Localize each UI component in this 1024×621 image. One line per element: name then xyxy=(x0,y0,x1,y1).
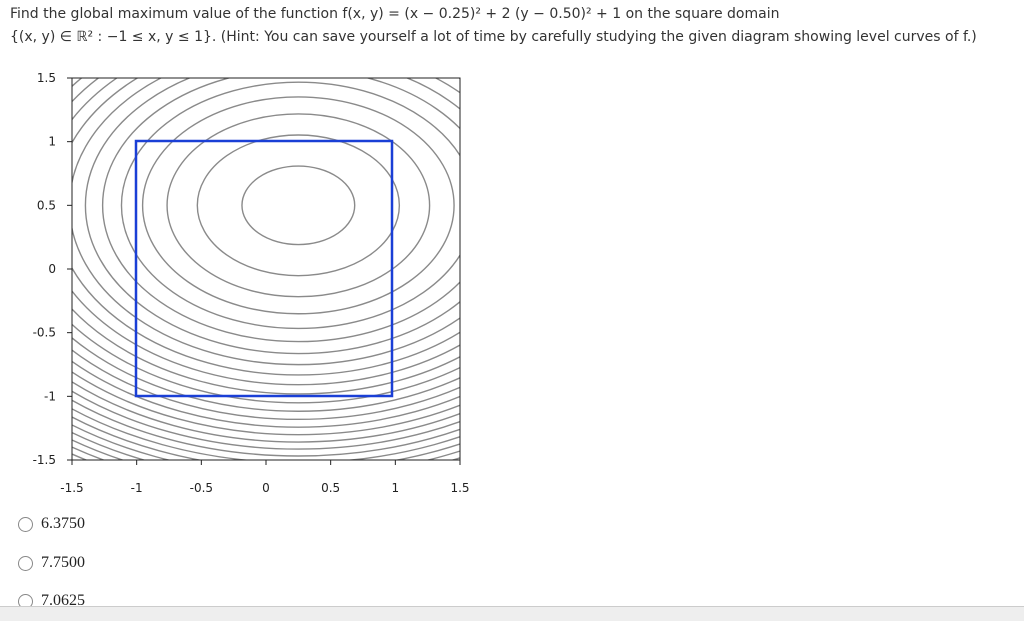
level-curve xyxy=(72,78,460,386)
y-tick-label: -1 xyxy=(44,389,56,403)
level-curve xyxy=(196,134,401,277)
x-tick-label: 1.5 xyxy=(450,481,469,495)
y-tick-label: 0 xyxy=(48,262,56,276)
option-label: 7.7500 xyxy=(41,554,85,571)
level-curve xyxy=(72,408,460,460)
level-curve xyxy=(72,431,460,460)
level-curve xyxy=(72,381,460,443)
level-curve xyxy=(72,390,460,450)
x-tick-label: 1 xyxy=(392,481,400,495)
level-curve xyxy=(241,165,356,246)
y-tick-label: 1.5 xyxy=(37,71,56,85)
level-curve xyxy=(84,78,460,355)
y-tick-label: 1 xyxy=(48,135,56,149)
x-tick-label: -0.5 xyxy=(190,481,213,495)
y-tick-label: 0.5 xyxy=(37,198,56,212)
level-curve xyxy=(72,399,460,457)
level-curve xyxy=(72,78,460,366)
level-curve xyxy=(72,446,106,460)
level-curve xyxy=(72,349,460,420)
x-tick-label: 0 xyxy=(262,481,270,495)
x-tick-label: -1 xyxy=(131,481,143,495)
y-tick-label: -0.5 xyxy=(33,326,56,340)
x-tick-label: -1.5 xyxy=(60,481,83,495)
question-line: {(x, y) ∈ ℝ² : −1 ≤ x, y ≤ 1}. (Hint: Yo… xyxy=(10,29,977,45)
level-curve xyxy=(72,360,460,428)
level-curve xyxy=(0,0,745,510)
level-curve xyxy=(166,113,431,298)
square-domain xyxy=(134,139,394,398)
option-label: 7.0625 xyxy=(41,592,85,609)
level-curve xyxy=(72,439,125,460)
level-curve xyxy=(0,0,768,510)
level-curve xyxy=(0,0,753,510)
level-curve xyxy=(120,81,460,330)
radio[interactable] xyxy=(18,516,33,532)
level-curves xyxy=(0,0,768,510)
question-line: Find the global maximum value of the fun… xyxy=(10,6,780,22)
level-curve xyxy=(72,453,89,460)
level-curve xyxy=(0,0,761,510)
option[interactable]: 6.3750 xyxy=(18,515,85,533)
level-curve xyxy=(72,78,460,404)
option[interactable]: 7.0625 xyxy=(18,592,85,610)
level-curve xyxy=(72,78,460,376)
footer-bar xyxy=(0,606,1024,621)
level-curve xyxy=(72,424,460,460)
x-tick-label: 0.5 xyxy=(321,481,340,495)
y-tick-label: -1.5 xyxy=(33,453,56,467)
level-curve xyxy=(101,78,460,343)
level-curve xyxy=(72,371,460,436)
level-curve xyxy=(72,78,460,395)
level-curve xyxy=(141,96,455,315)
option-label: 6.3750 xyxy=(41,515,85,532)
contour-plot: -1.5 -1 -0.5 0 0.5 1 1.5 -1.5 -1 -0.5 0 0.5 1 1.5 xyxy=(0,0,768,510)
level-curve xyxy=(72,336,460,412)
radio[interactable] xyxy=(18,555,33,571)
option[interactable]: 7.7500 xyxy=(18,554,85,572)
